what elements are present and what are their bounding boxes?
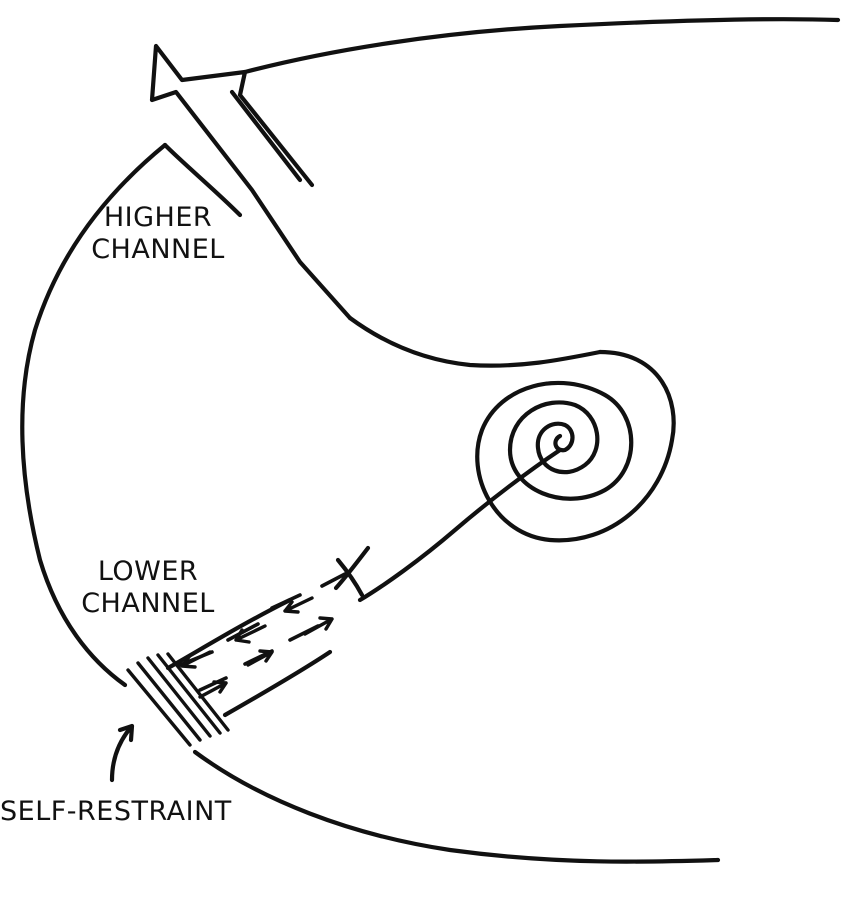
lower-channel-label-line2: CHANNEL (81, 588, 215, 619)
lower-channel-label: LOWER CHANNEL (68, 556, 228, 620)
left-arrow-1 (283, 596, 314, 614)
lower-channel-dash-7 (320, 572, 347, 588)
right-arrow-2 (246, 649, 274, 667)
barrier-line-1 (126, 668, 192, 747)
left-arrow-3 (180, 650, 212, 669)
higher-channel-label-line2: CHANNEL (91, 234, 225, 265)
right-arrow-3 (198, 680, 228, 699)
self-restraint-label: SELF-RESTRAINT (0, 796, 232, 827)
barrier-line-2 (136, 661, 202, 742)
barrier-line-4 (156, 653, 222, 735)
higher-channel-label: HIGHER CHANNEL (78, 202, 238, 266)
spiral-exit-line (357, 447, 563, 603)
lower-channel-lower-wall (222, 649, 333, 718)
spiral (475, 349, 676, 543)
inner-boundary-upper (347, 315, 603, 368)
higher-channel-label-line1: HIGHER (103, 202, 213, 233)
outer-boundary-bottom (192, 749, 721, 864)
outer-boundary-top (242, 17, 841, 75)
right-arrow-1 (303, 616, 334, 636)
barrier-line-3 (146, 656, 212, 738)
right-arrows (198, 616, 334, 699)
left-arrows (180, 596, 314, 669)
outer-boundary-left (20, 142, 168, 688)
lower-channel-dash-2 (226, 622, 260, 642)
higher-channel-arrow (149, 43, 353, 321)
lower-channel-dash-1 (270, 593, 302, 610)
blocked-x-mark (333, 545, 371, 598)
self-restraint-barrier (126, 652, 230, 747)
higher-channel-arrow-inner (229, 89, 303, 183)
lower-channel-label-line1: LOWER (97, 556, 199, 587)
higher-channel-top-flap (162, 142, 243, 218)
left-arrow-2 (234, 624, 267, 644)
barrier-line-5 (166, 652, 230, 732)
self-restraint-pointer-arrow (109, 723, 135, 783)
lower-channel-dash-6 (198, 676, 228, 692)
